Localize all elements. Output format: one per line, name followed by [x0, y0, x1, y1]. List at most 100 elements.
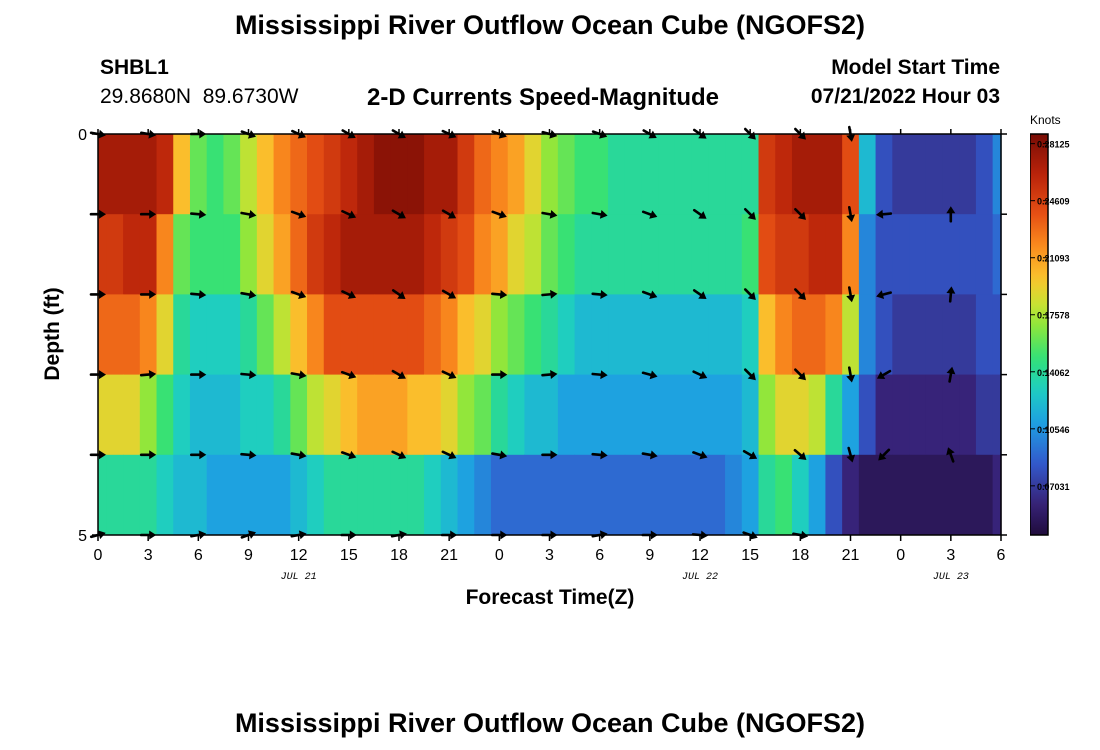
heatmap-cell	[725, 454, 743, 536]
heatmap-cell	[825, 374, 843, 456]
current-arrow	[946, 447, 955, 463]
heatmap-cell	[541, 214, 559, 295]
colorbar-tick-label: 0.28125	[1037, 140, 1070, 150]
x-tick-label: 0	[896, 547, 905, 564]
heatmap-cell	[189, 134, 208, 215]
heatmap-cell	[373, 454, 392, 536]
colorbar-unit-label: Knots	[1030, 113, 1061, 127]
heatmap-cell	[825, 134, 843, 215]
heatmap-cell	[992, 374, 1002, 456]
current-arrow	[641, 210, 658, 219]
x-tick-label: 3	[144, 547, 153, 564]
heatmap-cell	[323, 134, 342, 215]
heatmap-cell	[691, 374, 709, 456]
heatmap-cell	[909, 214, 927, 295]
x-axis: 0 3 6 9 12 15 18 21 0 3 6 9 12 15 18 21 0 3 6 JUL 21 JUL 22 J…	[94, 129, 1006, 583]
current-arrow	[290, 450, 307, 460]
heatmap-cell	[674, 214, 693, 295]
heatmap-cell	[407, 214, 425, 295]
heatmap-cell	[959, 294, 977, 375]
heatmap-cell	[808, 134, 827, 215]
heatmap-cell	[106, 454, 124, 536]
colorbar-tick-label: 0.21093	[1037, 254, 1070, 264]
current-arrow	[591, 370, 608, 380]
heatmap-cell	[139, 214, 158, 295]
current-arrow	[846, 206, 856, 223]
heatmap-cell	[875, 214, 893, 295]
heatmap-cell	[223, 294, 241, 375]
current-arrow	[876, 290, 892, 300]
heatmap-cell	[474, 454, 492, 536]
current-arrow	[491, 210, 507, 219]
heatmap-cell	[775, 374, 793, 456]
heatmap-cell	[758, 134, 776, 215]
y-tick-label: 5	[78, 528, 87, 545]
heatmap-cell	[173, 294, 191, 375]
heatmap-cell	[708, 214, 726, 295]
heatmap-cell	[490, 374, 509, 456]
heatmap-cell	[858, 134, 877, 215]
heatmap-cell	[791, 374, 810, 456]
heatmap-cell	[624, 214, 643, 295]
heatmap-cell	[373, 294, 392, 375]
heatmap-cell	[507, 374, 526, 456]
heatmap-cell	[240, 134, 258, 215]
heatmap-cell	[541, 134, 559, 215]
heatmap-cell	[842, 454, 860, 536]
x-tick-label: 15	[340, 547, 358, 564]
heatmap-cell	[608, 294, 626, 375]
heatmap-cell	[725, 294, 743, 375]
current-arrow	[139, 209, 157, 219]
heatmap-cell	[507, 454, 526, 536]
heatmap-cell	[189, 214, 208, 295]
heatmap-cell	[825, 214, 843, 295]
heatmap-cell	[557, 214, 576, 295]
current-arrow	[391, 209, 406, 219]
heatmap-cell	[624, 374, 643, 456]
current-arrow	[139, 370, 157, 379]
speed-heatmap	[98, 134, 1002, 536]
heatmap-cell	[357, 134, 375, 215]
heatmap-cell	[307, 454, 325, 536]
heatmap-cell	[909, 294, 927, 375]
heatmap-cell	[608, 454, 626, 536]
x-tick-label: 6	[997, 547, 1006, 564]
heatmap-cell	[290, 454, 308, 536]
heatmap-cell	[457, 454, 475, 536]
heatmap-cell	[892, 214, 910, 295]
current-arrow	[139, 450, 157, 460]
heatmap-cell	[457, 374, 475, 456]
current-arrow	[290, 210, 307, 219]
x-tick-label: 6	[595, 547, 604, 564]
current-arrow	[190, 370, 207, 380]
heatmap-cell	[273, 374, 291, 456]
heatmap-cell	[307, 294, 325, 375]
heatmap-cell	[106, 374, 124, 456]
heatmap-cell	[791, 454, 810, 536]
heatmap-cell	[658, 134, 676, 215]
heatmap-cell	[123, 454, 141, 536]
heatmap-cell	[574, 214, 592, 295]
heatmap-cell	[424, 294, 442, 375]
current-arrow	[946, 366, 956, 383]
heatmap-cell	[591, 134, 609, 215]
heatmap-cell	[557, 374, 576, 456]
heatmap-cell	[490, 454, 509, 536]
heatmap-cell	[641, 134, 659, 215]
heatmap-cell	[875, 454, 893, 536]
heatmap-cell	[925, 214, 944, 295]
heatmap-cell	[106, 134, 124, 215]
current-arrow	[541, 209, 558, 219]
y-tick-label: 0	[78, 127, 87, 144]
heatmap-cell	[340, 374, 358, 456]
heatmap-cell	[223, 134, 241, 215]
heatmap-cell	[223, 214, 241, 295]
heatmap-cell	[557, 134, 576, 215]
heatmap-cell	[490, 294, 509, 375]
heatmap-cell	[591, 374, 609, 456]
heatmap-cell	[708, 134, 726, 215]
heatmap-cell	[992, 294, 1002, 375]
heatmap-cell	[942, 214, 960, 295]
heatmap-cell	[256, 374, 275, 456]
heatmap-cell	[725, 214, 743, 295]
